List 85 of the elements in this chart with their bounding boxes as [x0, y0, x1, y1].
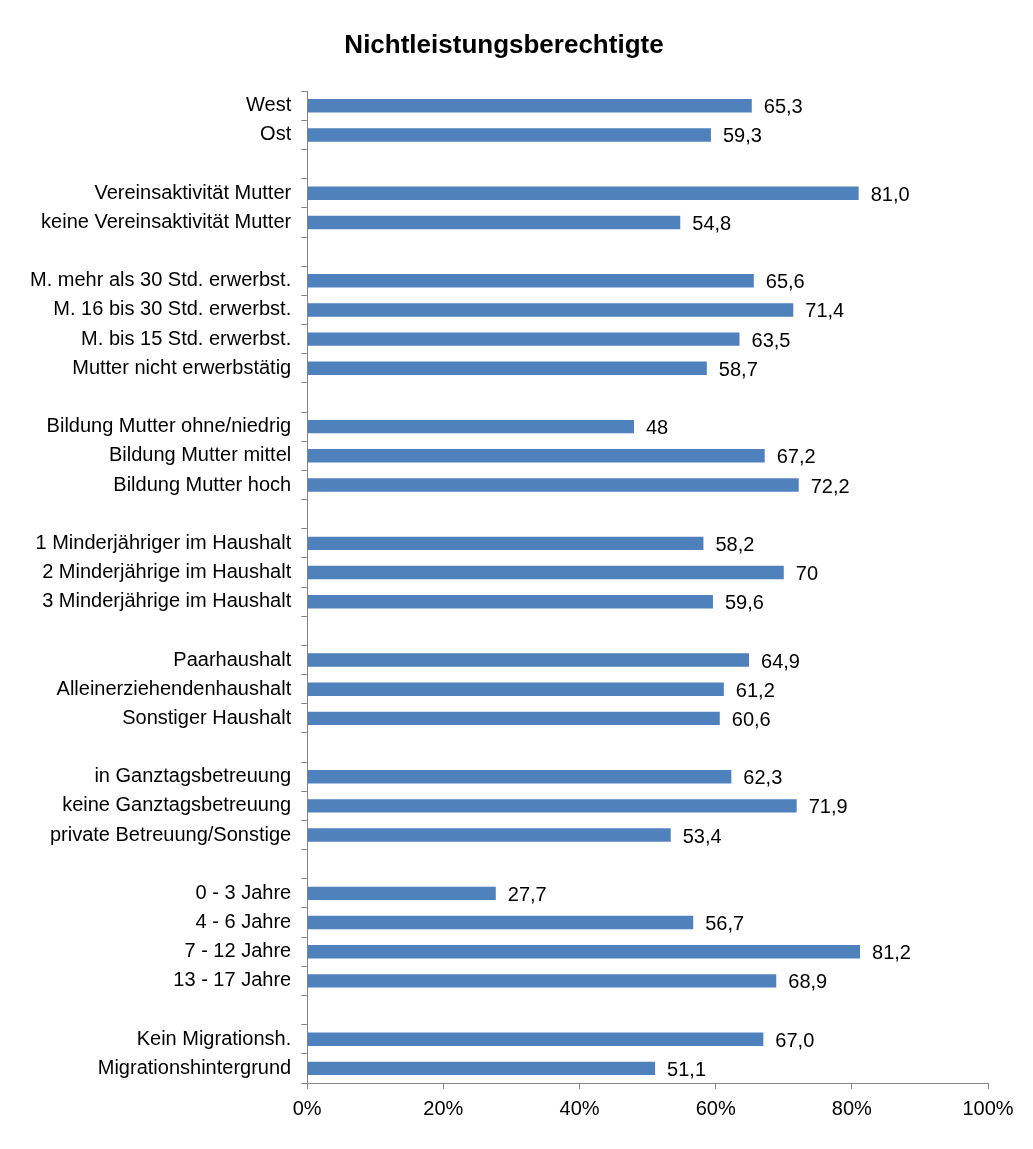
y-tick-label: 0 - 3 Jahre: [195, 880, 292, 903]
y-tick-label: Mutter nicht erwerbstätig: [72, 355, 292, 378]
y-tick-label: 3 Minderjährige im Haushalt: [42, 589, 292, 612]
y-tick-label: West: [246, 93, 292, 116]
bar: [307, 915, 694, 930]
y-tick-label: 13 - 17 Jahre: [173, 968, 292, 991]
y-tick-label: Sonstiger Haushalt: [122, 705, 292, 728]
data-label: 62,3: [743, 766, 783, 789]
y-tick-label: Bildung Mutter mittel: [108, 443, 292, 466]
x-tick-label: 100%: [962, 1096, 1014, 1119]
y-tick-label: Paarhaushalt: [173, 647, 292, 670]
x-tick-label: 40%: [559, 1096, 600, 1119]
y-tick-label: Ost: [260, 122, 292, 145]
bar: [307, 536, 704, 551]
data-label: 71,9: [808, 795, 848, 818]
data-label: 65,3: [763, 95, 803, 118]
bar: [307, 711, 720, 726]
bar: [307, 215, 681, 230]
bar: [307, 332, 740, 346]
bar: [307, 799, 797, 813]
bar: [307, 565, 784, 580]
data-label: 68,9: [788, 970, 828, 993]
bar: [307, 974, 777, 988]
bar: [307, 828, 671, 842]
bar: [307, 653, 750, 667]
data-label: 58,7: [718, 357, 758, 380]
data-label: 70: [795, 562, 819, 585]
bar: [307, 682, 724, 696]
bar: [307, 886, 496, 901]
y-tick-label: M. mehr als 30 Std. erwerbst.: [30, 268, 292, 291]
y-tick-label: keine Vereinsaktivität Mutter: [41, 209, 292, 232]
y-tick-label: 1 Minderjähriger im Haushalt: [35, 530, 292, 553]
bar: [307, 419, 634, 434]
chart-title: Nichtleistungsberechtigte: [344, 28, 664, 59]
bar: [307, 99, 752, 113]
y-tick-label: private Betreuung/Sonstige: [49, 822, 292, 845]
y-tick-label: Vereinsaktivität Mutter: [94, 180, 292, 203]
x-tick-label: 80%: [831, 1096, 873, 1119]
y-tick-label: M. bis 15 Std. erwerbst.: [81, 326, 292, 349]
data-label: 53,4: [682, 824, 722, 847]
bar: [307, 594, 713, 609]
bar: [307, 1061, 656, 1076]
data-label: 64,9: [761, 649, 800, 672]
data-label: 27,7: [507, 882, 547, 905]
data-label: 54,8: [692, 211, 732, 234]
y-tick-label: M. 16 bis 30 Std. erwerbst.: [53, 297, 292, 320]
data-label: 81,2: [872, 941, 911, 964]
x-tick-label: 0%: [292, 1096, 322, 1119]
bar: [307, 1032, 764, 1046]
y-tick-label: Kein Migrationsh.: [136, 1026, 292, 1049]
bar: [307, 449, 765, 463]
bar: [307, 303, 794, 317]
data-label: 65,6: [765, 270, 805, 293]
bar: [307, 945, 861, 959]
y-tick-label: Bildung Mutter ohne/niedrig: [46, 414, 292, 437]
data-label: 56,7: [705, 912, 745, 935]
y-tick-label: 2 Minderjährige im Haushalt: [42, 560, 292, 583]
y-tick-label: 4 - 6 Jahre: [195, 910, 292, 933]
data-label: 72,2: [810, 474, 850, 497]
data-label: 61,2: [735, 678, 775, 701]
x-tick-label: 60%: [695, 1096, 736, 1119]
bar: [307, 770, 732, 784]
data-label: 59,6: [724, 591, 764, 614]
bar: [307, 274, 754, 288]
data-label: 59,3: [722, 124, 762, 147]
bar: [307, 128, 711, 142]
data-label: 81,0: [870, 182, 910, 205]
bar: [307, 361, 707, 376]
x-tick-label: 20%: [423, 1096, 464, 1119]
data-label: 71,4: [805, 299, 845, 322]
bar: [307, 478, 799, 492]
y-tick-label: Alleinerziehendenhaushalt: [56, 676, 292, 699]
y-tick-label: keine Ganztagsbetreuung: [62, 793, 292, 816]
data-label: 58,2: [715, 532, 755, 555]
data-label: 48: [645, 416, 669, 439]
y-tick-label: in Ganztagsbetreuung: [94, 764, 292, 787]
y-tick-label: Migrationshintergrund: [97, 1055, 292, 1078]
bar: [307, 186, 859, 201]
data-label: 63,5: [751, 328, 791, 351]
y-tick-label: 7 - 12 Jahre: [184, 939, 292, 962]
data-label: 67,2: [776, 445, 816, 468]
data-label: 51,1: [667, 1057, 707, 1080]
y-tick-label: Bildung Mutter hoch: [113, 472, 292, 495]
data-label: 60,6: [731, 707, 771, 730]
data-label: 67,0: [775, 1028, 815, 1051]
